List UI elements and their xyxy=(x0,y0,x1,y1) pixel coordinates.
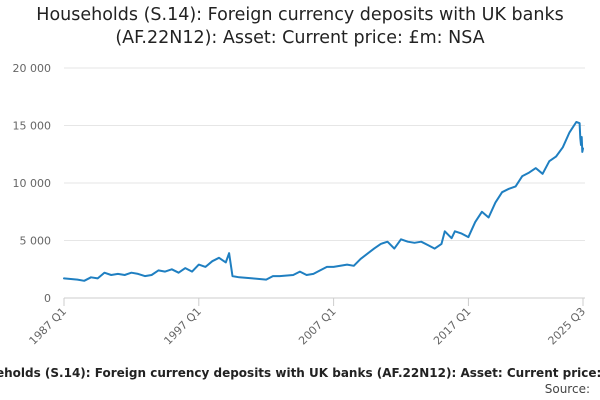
y-tick-label: 0 xyxy=(44,292,51,305)
x-tick-label: 1997 Q1 xyxy=(161,305,204,348)
chart-title-line-1: Households (S.14): Foreign currency depo… xyxy=(36,5,564,25)
gridlines xyxy=(64,67,585,299)
footer-chart-title: Households (S.14): Foreign currency depo… xyxy=(0,366,600,380)
series-group xyxy=(63,121,584,282)
x-tick-label: 2007 Q1 xyxy=(296,305,339,348)
series-line xyxy=(63,121,584,282)
y-tick-label: 5 000 xyxy=(20,235,52,248)
y-tick-label: 20 000 xyxy=(13,62,52,75)
footer-source: Source: xyxy=(544,382,590,396)
x-tick-label: 1987 Q1 xyxy=(27,305,70,348)
footer-chart-title-text: Households (S.14): Foreign currency depo… xyxy=(0,366,600,380)
x-tick-label: 2017 Q1 xyxy=(431,305,474,348)
y-tick-label: 15 000 xyxy=(13,120,52,133)
chart-title-line-2: (AF.22N12): Asset: Current price: £m: NS… xyxy=(115,28,485,48)
x-axis: 1987 Q1 1997 Q1 2007 Q1 2017 Q1 2025 Q3 xyxy=(27,297,589,348)
x-tick-label: 2025 Q3 xyxy=(546,305,589,348)
y-tick-label: 10 000 xyxy=(13,177,52,190)
y-axis: 0 5 000 10 000 15 000 20 000 xyxy=(13,62,52,305)
chart-title: Households (S.14): Foreign currency depo… xyxy=(0,4,600,50)
